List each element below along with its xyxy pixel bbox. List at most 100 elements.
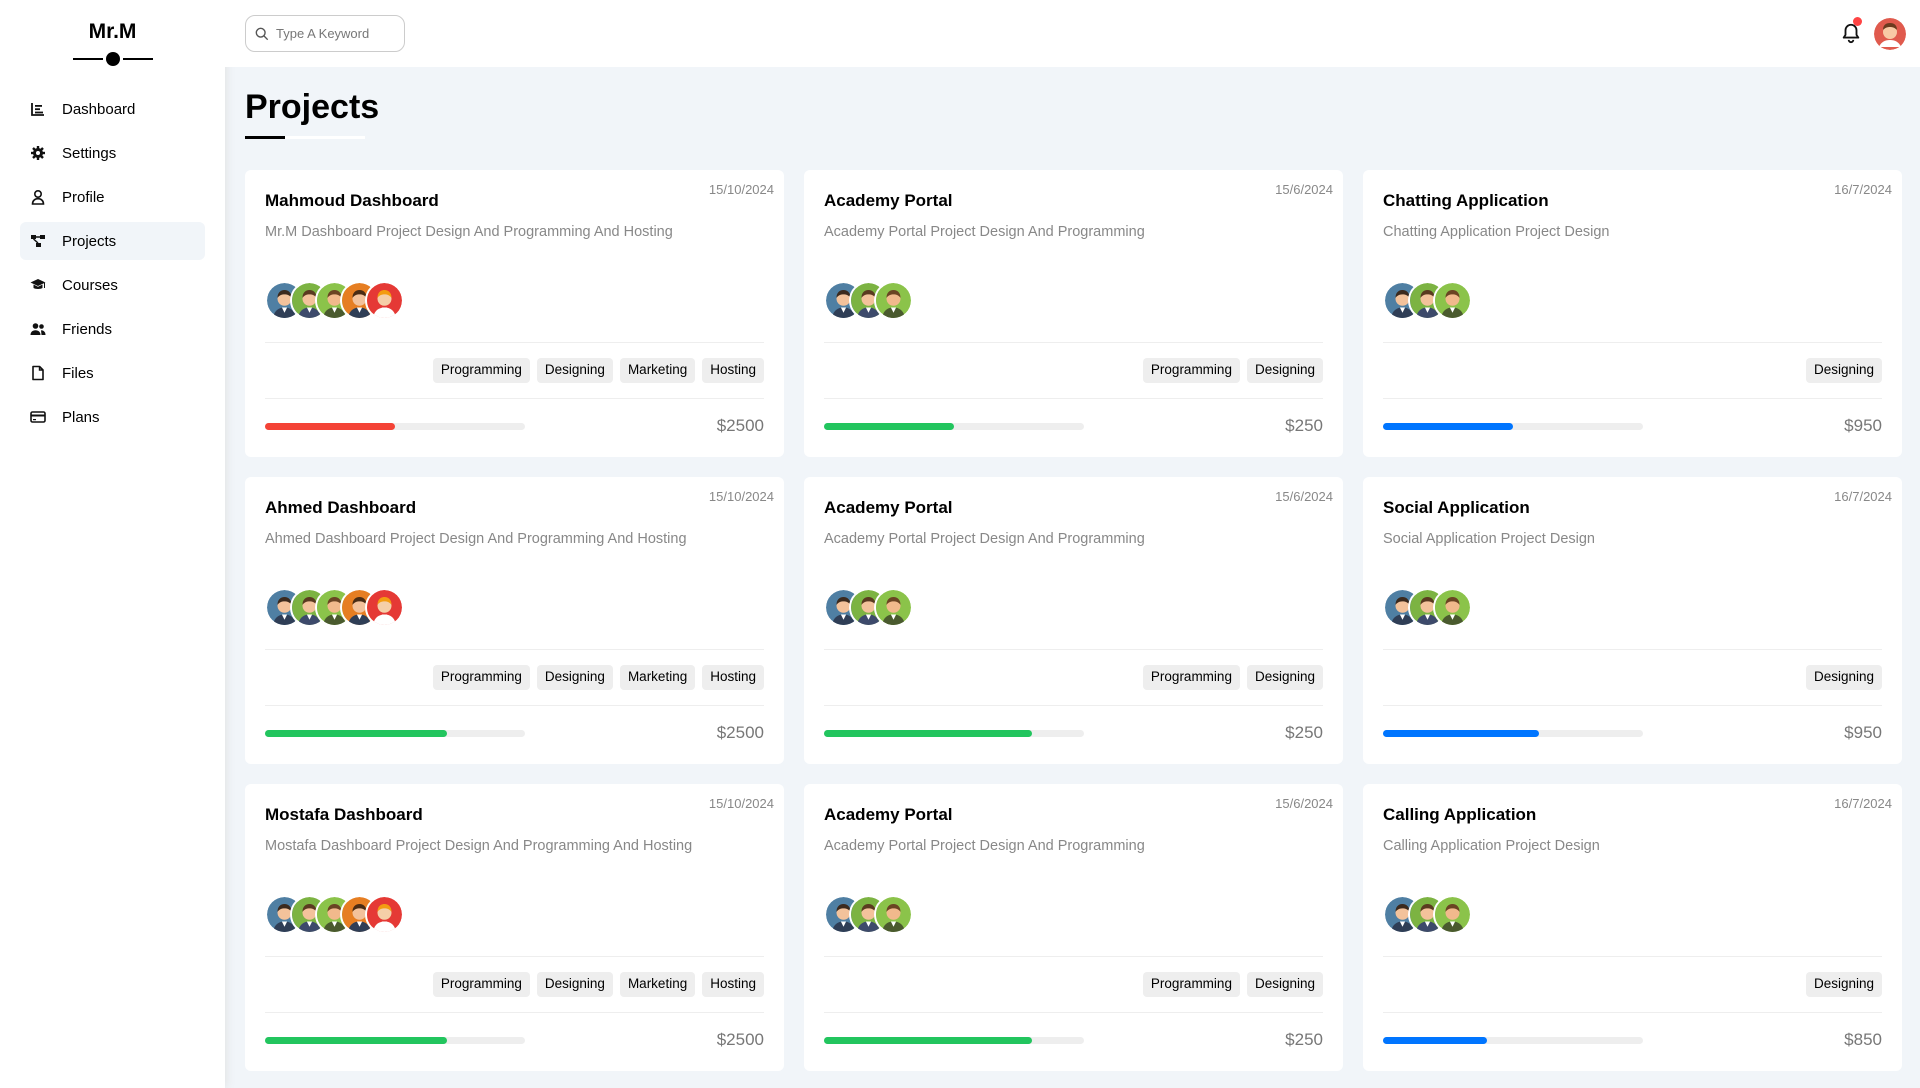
sidebar-item-settings[interactable]: Settings: [20, 134, 205, 172]
project-tags: Programming Designing: [824, 665, 1323, 691]
sidebar-item-dashboard[interactable]: Dashboard: [20, 90, 205, 128]
project-date: 15/6/2024: [1275, 489, 1333, 504]
team-member-avatar[interactable]: [1433, 588, 1472, 628]
sidebar-item-files[interactable]: Files: [20, 354, 205, 392]
progress-fill: [1383, 1036, 1487, 1044]
sidebar: Mr.M Dashboard Settings Profile Projects Cou…: [0, 0, 225, 1088]
divider: [1383, 342, 1882, 344]
tag[interactable]: Programming: [1142, 972, 1240, 998]
sidebar-item-courses[interactable]: Courses: [20, 266, 205, 304]
project-date: 15/10/2024: [708, 796, 774, 811]
project-card[interactable]: 15/10/2024 Mostafa Dashboard Mostafa Dashb…: [245, 784, 784, 1071]
tag[interactable]: Hosting: [702, 972, 764, 998]
project-title: Mostafa Dashboard: [265, 805, 423, 824]
tag[interactable]: Hosting: [702, 665, 764, 691]
tag[interactable]: Designing: [1805, 665, 1882, 691]
search-input[interactable]: [276, 26, 396, 41]
project-team: [1383, 588, 1882, 628]
tag[interactable]: Programming: [1142, 358, 1240, 384]
project-team: [824, 281, 1323, 321]
user-avatar[interactable]: [1874, 18, 1906, 50]
diagram-project-icon: [30, 233, 46, 249]
tag[interactable]: Programming: [432, 665, 530, 691]
project-title: Social Application: [1383, 498, 1530, 517]
sidebar-item-label: Plans: [62, 408, 100, 426]
bell-icon[interactable]: [1840, 22, 1862, 44]
chart-icon: [30, 101, 46, 117]
tag[interactable]: Programming: [1142, 665, 1240, 691]
divider: [265, 649, 764, 651]
project-title: Academy Portal: [824, 805, 953, 824]
progress-fill: [265, 729, 447, 737]
tag[interactable]: Designing: [1246, 665, 1323, 691]
divider: [265, 398, 764, 400]
logo-mark: [72, 52, 153, 66]
project-card[interactable]: 15/10/2024 Mahmoud Dashboard Mr.M Dashboar…: [245, 170, 784, 457]
team-member-avatar[interactable]: [1433, 281, 1472, 321]
project-card[interactable]: 16/7/2024 Chatting Application Chatting Ap…: [1363, 170, 1902, 457]
project-title: Mahmoud Dashboard: [265, 191, 439, 210]
tag[interactable]: Programming: [432, 972, 530, 998]
sidebar-item-projects[interactable]: Projects: [20, 222, 205, 260]
sidebar-item-plans[interactable]: Plans: [20, 398, 205, 436]
page-title: Projects: [245, 88, 380, 126]
project-date: 15/6/2024: [1275, 796, 1333, 811]
divider: [1383, 705, 1882, 707]
divider: [824, 705, 1323, 707]
project-team: [265, 588, 764, 628]
divider: [1383, 649, 1882, 651]
progress-fill: [265, 1036, 447, 1044]
graduation-cap-icon: [30, 277, 46, 293]
tag[interactable]: Designing: [536, 972, 613, 998]
file-icon: [30, 365, 46, 381]
tag[interactable]: Designing: [536, 358, 613, 384]
tag[interactable]: Designing: [1805, 972, 1882, 998]
user-icon: [30, 189, 46, 205]
sidebar-item-friends[interactable]: Friends: [20, 310, 205, 348]
project-description: Academy Portal Project Design And Progra…: [824, 224, 1145, 240]
tag[interactable]: Designing: [1246, 972, 1323, 998]
search-box[interactable]: [245, 15, 405, 52]
tag[interactable]: Hosting: [702, 358, 764, 384]
project-title: Calling Application: [1383, 805, 1537, 824]
team-member-avatar[interactable]: [874, 281, 913, 321]
project-price: $950: [1844, 723, 1882, 743]
project-description: Chatting Application Project Design: [1383, 224, 1610, 240]
team-member-avatar[interactable]: [365, 895, 404, 935]
project-progress-bar: [265, 1036, 525, 1044]
project-card[interactable]: 15/6/2024 Academy Portal Academy Portal Pr…: [804, 477, 1343, 764]
tag[interactable]: Designing: [536, 665, 613, 691]
tag[interactable]: Marketing: [619, 972, 696, 998]
tag[interactable]: Marketing: [619, 358, 696, 384]
tag[interactable]: Designing: [1805, 358, 1882, 384]
tag[interactable]: Marketing: [619, 665, 696, 691]
project-tags: Designing: [1383, 972, 1882, 998]
project-team: [824, 895, 1323, 935]
project-title: Academy Portal: [824, 191, 953, 210]
project-progress-bar: [1383, 1036, 1643, 1044]
project-card[interactable]: 16/7/2024 Calling Application Calling Appl…: [1363, 784, 1902, 1071]
project-description: Social Application Project Design: [1383, 531, 1595, 547]
project-card[interactable]: 16/7/2024 Social Application Social Applic…: [1363, 477, 1902, 764]
project-progress-bar: [1383, 729, 1643, 737]
project-card[interactable]: 15/10/2024 Ahmed Dashboard Ahmed Dashboard…: [245, 477, 784, 764]
team-member-avatar[interactable]: [874, 588, 913, 628]
project-team: [265, 895, 764, 935]
project-card[interactable]: 15/6/2024 Academy Portal Academy Portal Pr…: [804, 170, 1343, 457]
project-price: $2500: [716, 723, 764, 743]
project-card[interactable]: 15/6/2024 Academy Portal Academy Portal Pr…: [804, 784, 1343, 1071]
divider: [824, 342, 1323, 344]
team-member-avatar[interactable]: [1433, 895, 1472, 935]
team-member-avatar[interactable]: [365, 588, 404, 628]
project-team: [1383, 895, 1882, 935]
project-progress-bar: [265, 729, 525, 737]
project-price: $250: [1285, 723, 1323, 743]
team-member-avatar[interactable]: [365, 281, 404, 321]
project-title: Chatting Application: [1383, 191, 1549, 210]
tag[interactable]: Programming: [432, 358, 530, 384]
tag[interactable]: Designing: [1246, 358, 1323, 384]
sidebar-item-profile[interactable]: Profile: [20, 178, 205, 216]
users-icon: [30, 321, 46, 337]
divider: [824, 1012, 1323, 1014]
team-member-avatar[interactable]: [874, 895, 913, 935]
